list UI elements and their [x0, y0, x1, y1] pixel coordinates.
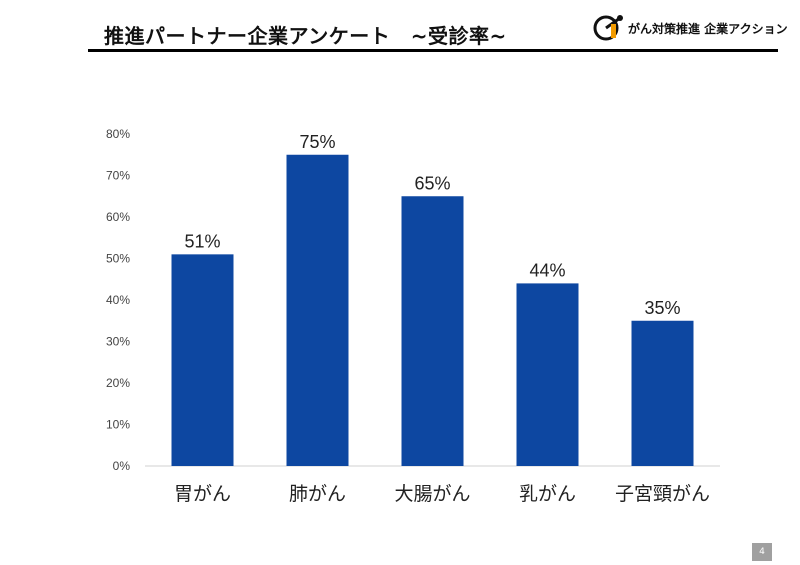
x-tick-label: 肺がん [289, 483, 346, 505]
page-title: 推進パートナー企業アンケート ~受診率~ [104, 24, 507, 48]
y-tick-label: 80% [106, 127, 130, 141]
bar [631, 320, 694, 466]
y-tick-label: 10% [106, 418, 130, 432]
bar [401, 196, 464, 466]
logo-mark-icon [593, 15, 623, 41]
y-tick-label: 30% [106, 335, 130, 349]
y-tick-label: 0% [113, 459, 131, 473]
logo: がん対策推進 企業アクション [592, 12, 788, 44]
data-label: 65% [414, 173, 450, 193]
bar [171, 254, 234, 466]
data-label: 44% [529, 260, 565, 280]
y-tick-label: 70% [106, 169, 130, 183]
y-tick-label: 40% [106, 293, 130, 307]
data-label: 51% [184, 231, 220, 251]
header-divider [88, 49, 778, 52]
data-label: 75% [299, 132, 335, 152]
x-tick-label: 大腸がん [394, 483, 470, 505]
x-tick-label: 胃がん [174, 483, 231, 505]
y-tick-label: 60% [106, 210, 130, 224]
bar [516, 283, 579, 466]
y-tick-label: 20% [106, 376, 130, 390]
y-tick-label: 50% [106, 252, 130, 266]
bar [286, 154, 349, 466]
page-number: 4 [752, 543, 772, 561]
data-label: 35% [644, 298, 680, 318]
logo-text: がん対策推進 企業アクション [628, 21, 788, 36]
x-tick-label: 子宮頸がん [615, 483, 710, 505]
x-tick-label: 乳がん [519, 483, 576, 505]
